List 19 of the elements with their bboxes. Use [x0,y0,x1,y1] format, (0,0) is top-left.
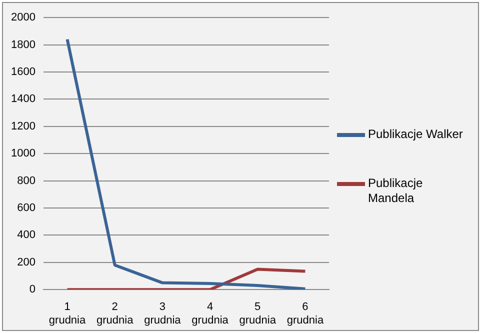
legend-label: Publikacje Walker [368,127,464,142]
x-tick-label: 1 grudnia [48,301,86,326]
y-tick-label: 600 [17,202,36,214]
y-tick-label: 800 [17,174,36,187]
legend-label: Publikacje Mandela [368,176,424,206]
x-tick-label: 5 grudnia [239,301,277,326]
y-tick-label: 1400 [10,93,36,106]
y-tick-label: 2000 [10,12,36,24]
y-tick-label: 400 [17,229,36,242]
y-tick-label: 0 [29,284,36,296]
x-tick-label: 6 grudnia [286,301,324,326]
x-tick-label: 4 grudnia [192,301,230,326]
x-tick-label: 2 grudnia [96,301,134,326]
x-tick-label: 3 grudnia [144,301,182,326]
y-tick-label: 1000 [10,148,36,160]
y-tick-label: 1800 [10,38,36,51]
y-tick-label: 1600 [10,66,36,78]
y-tick-label: 200 [17,256,36,268]
y-tick-label: 1200 [10,120,36,132]
